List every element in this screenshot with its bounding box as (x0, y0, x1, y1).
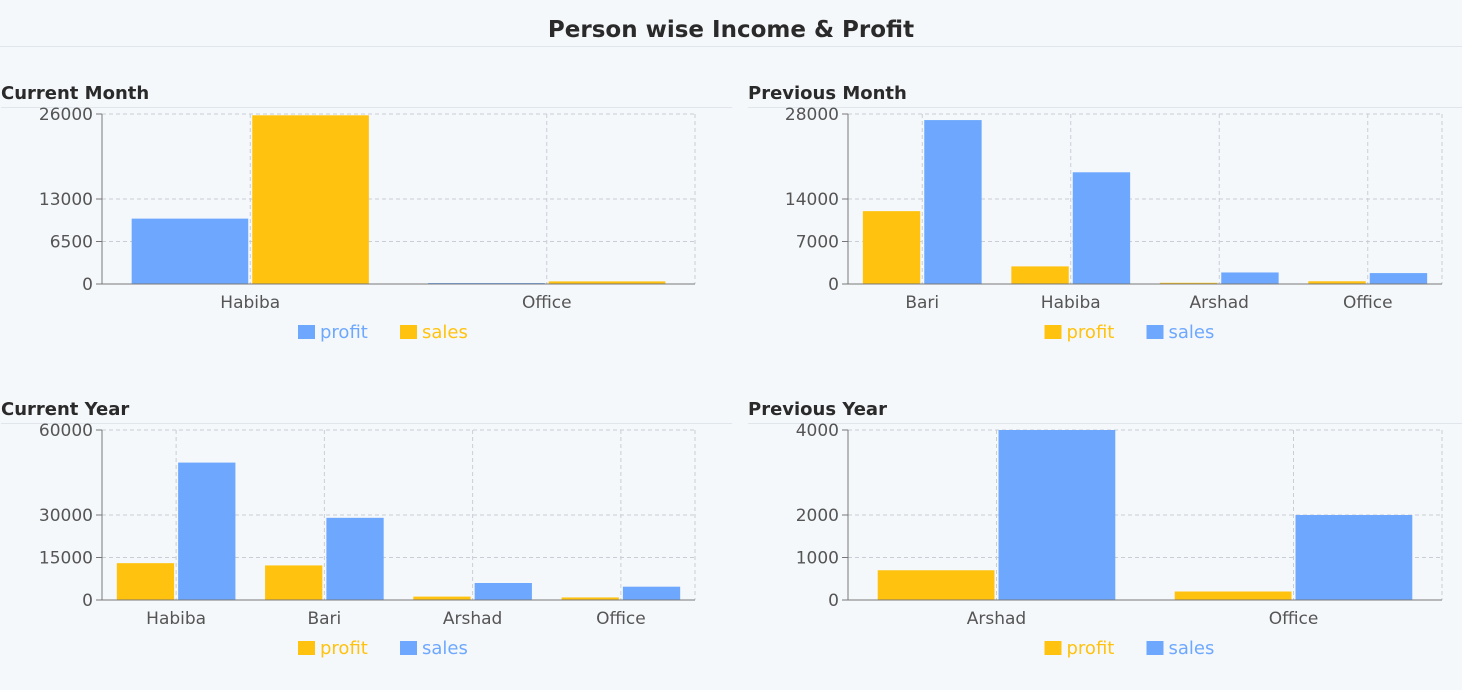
chart-previous-year: 0 1000 2000 4000 Arshad Office profit sales (796, 421, 1443, 659)
legend-swatch-sales[interactable] (1146, 325, 1164, 339)
x-tick-label: Habiba (1041, 293, 1101, 313)
page-title: Person wise Income & Profit (0, 0, 1462, 47)
chart-panel-current-year: Current Year 0 15000 30000 60000 Habiba Bari A… (0, 374, 732, 690)
x-tick-label: Bari (307, 609, 341, 629)
chart-title: Previous Month (748, 83, 1462, 108)
x-tick-label: Arshad (1190, 293, 1249, 313)
bar-profit-bari (862, 211, 921, 284)
legend-swatch-profit[interactable] (1044, 325, 1062, 339)
y-tick-label: 26000 (39, 105, 93, 125)
y-tick-label: 7000 (796, 233, 839, 253)
bar-sales-bari (326, 517, 384, 600)
bar-sales-habiba (252, 115, 369, 284)
bar-sales-arshad (1221, 272, 1279, 284)
x-tick-label: Office (1269, 609, 1319, 629)
legend-label-profit[interactable]: profit (320, 322, 368, 343)
chart-panel-previous-month: Previous Month 0 7000 14000 28000 Bari Habiba… (747, 58, 1462, 374)
legend-label-sales[interactable]: sales (422, 638, 468, 659)
y-tick-label: 14000 (785, 190, 839, 210)
chart-title: Previous Year (748, 399, 1462, 424)
bar-profit-arshad (413, 596, 471, 600)
bar-sales-bari (924, 120, 982, 284)
bar-sales-office (548, 281, 666, 284)
legend-label-profit[interactable]: profit (1067, 322, 1115, 343)
y-tick-label: 2000 (796, 506, 839, 526)
bar-profit-bari (265, 565, 323, 600)
y-tick-label: 28000 (785, 105, 839, 125)
bar-sales-office (1369, 273, 1428, 284)
y-tick-label: 0 (828, 591, 839, 611)
x-tick-label: Arshad (967, 609, 1026, 629)
x-tick-label: Arshad (443, 609, 502, 629)
bar-profit-habiba (116, 563, 175, 600)
bar-profit-office (1308, 281, 1366, 284)
y-tick-label: 1000 (796, 549, 839, 569)
y-tick-label: 30000 (39, 506, 93, 526)
y-tick-label: 13000 (39, 190, 93, 210)
y-tick-label: 0 (828, 275, 839, 295)
bar-profit-arshad (877, 570, 995, 600)
x-tick-label: Office (596, 609, 646, 629)
bar-profit-office (1174, 591, 1292, 600)
y-tick-label: 4000 (796, 421, 839, 441)
y-tick-label: 0 (82, 591, 93, 611)
y-tick-label: 60000 (39, 421, 93, 441)
x-tick-label: Office (1343, 293, 1393, 313)
x-tick-label: Habiba (220, 293, 280, 313)
bar-sales-office (622, 586, 681, 600)
legend-swatch-sales[interactable] (400, 325, 417, 339)
legend-label-sales[interactable]: sales (422, 322, 468, 343)
legend-swatch-profit[interactable] (298, 325, 315, 339)
chart-current-year: 0 15000 30000 60000 Habiba Bari Arshad Office pr… (39, 421, 696, 659)
legend-swatch-profit[interactable] (1044, 641, 1062, 655)
bar-sales-arshad (998, 430, 1116, 600)
y-tick-label: 0 (82, 275, 93, 295)
y-tick-label: 15000 (39, 549, 93, 569)
legend-label-profit[interactable]: profit (320, 638, 368, 659)
bar-sales-office (1295, 515, 1413, 600)
legend-swatch-profit[interactable] (298, 641, 315, 655)
chart-title: Current Year (1, 399, 732, 424)
chart-panel-current-month: Current Month 0 6500 13000 26000 Habiba Offic… (0, 58, 732, 374)
x-tick-label: Office (522, 293, 572, 313)
legend-swatch-sales[interactable] (400, 641, 417, 655)
bar-profit-habiba (1011, 266, 1069, 284)
chart-current-month: 0 6500 13000 26000 Habiba Office profit sales (39, 105, 696, 343)
bar-sales-habiba (178, 462, 236, 600)
y-tick-label: 6500 (50, 233, 93, 253)
x-tick-label: Bari (905, 293, 939, 313)
legend-label-sales[interactable]: sales (1169, 322, 1215, 343)
bar-profit-arshad (1159, 282, 1218, 284)
x-tick-label: Habiba (146, 609, 206, 629)
bar-profit-office (561, 597, 619, 600)
legend-label-sales[interactable]: sales (1169, 638, 1215, 659)
legend-label-profit[interactable]: profit (1067, 638, 1115, 659)
bar-profit-habiba (131, 218, 249, 284)
chart-previous-month: 0 7000 14000 28000 Bari Habiba Arshad Office pro… (785, 105, 1443, 343)
legend-swatch-sales[interactable] (1146, 641, 1164, 655)
bar-sales-habiba (1072, 172, 1131, 284)
chart-panel-previous-year: Previous Year 0 1000 2000 4000 Arshad Office p… (747, 374, 1462, 690)
chart-title: Current Month (1, 83, 732, 108)
bar-sales-arshad (474, 583, 532, 600)
